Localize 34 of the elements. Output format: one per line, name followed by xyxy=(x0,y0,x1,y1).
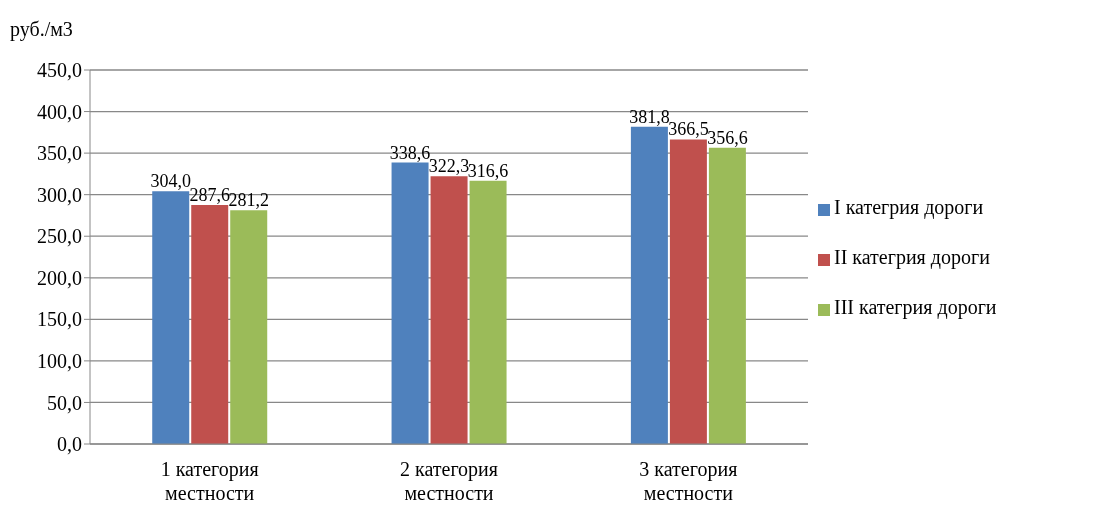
y-tick-label: 300,0 xyxy=(37,183,82,206)
data-label: 356,6 xyxy=(707,127,748,148)
data-label: 287,6 xyxy=(189,184,230,205)
legend-label: III категрия дороги xyxy=(834,296,997,318)
bar xyxy=(469,180,507,444)
y-tick-label: 100,0 xyxy=(37,349,82,372)
bar xyxy=(669,139,707,444)
bar xyxy=(708,147,746,444)
y-tick-label: 150,0 xyxy=(37,308,82,331)
y-tick-label: 200,0 xyxy=(37,266,82,289)
bar xyxy=(152,191,190,444)
bar xyxy=(230,210,268,444)
data-label: 304,0 xyxy=(150,171,191,192)
data-label: 366,5 xyxy=(668,119,709,140)
x-tick-label: 3 категория местности xyxy=(639,458,738,504)
x-tick-label: 1 категория местности xyxy=(160,458,259,504)
data-label: 381,8 xyxy=(629,106,670,127)
bar xyxy=(191,204,229,444)
bar xyxy=(630,126,668,444)
legend-label: II категрия дороги xyxy=(834,246,990,268)
y-tick-label: 250,0 xyxy=(37,225,82,248)
bar xyxy=(430,176,468,444)
y-tick-label: 450,0 xyxy=(37,59,82,82)
legend-label: I категрия дороги xyxy=(834,196,984,218)
y-tick-label: 350,0 xyxy=(37,142,82,165)
y-tick-label: 50,0 xyxy=(47,391,82,414)
y-tick-label: 400,0 xyxy=(37,100,82,123)
data-label: 316,6 xyxy=(467,160,509,181)
bar xyxy=(391,162,429,444)
y-axis-title: руб./м3 xyxy=(10,18,73,41)
x-tick-label: 2 категория местности xyxy=(400,458,498,504)
data-label: 281,2 xyxy=(228,190,269,211)
y-tick-label: 0,0 xyxy=(57,433,82,456)
data-label: 338,6 xyxy=(389,142,431,163)
